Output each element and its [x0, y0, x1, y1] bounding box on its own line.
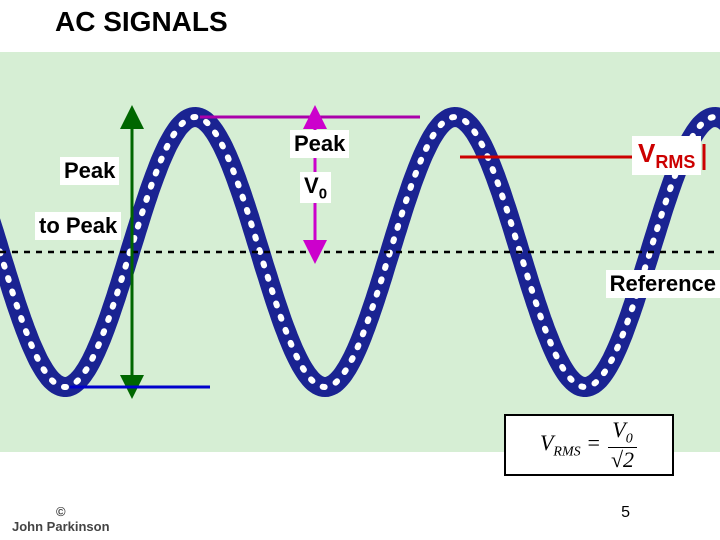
footer-author: © John Parkinson [12, 505, 110, 534]
page-number: 5 [621, 504, 630, 522]
label-peak-left: Peak [60, 157, 119, 185]
formula-vrms: VRMS = V0 √2 [504, 414, 674, 476]
label-v0: V0 [300, 172, 331, 203]
label-to-peak: to Peak [35, 212, 121, 240]
label-peak-top: Peak [290, 130, 349, 158]
wave-diagram: Peak Peak to Peak V0 VRMS Reference [0, 52, 720, 452]
slide-title: AC SIGNALS [55, 6, 228, 38]
slide-root: AC SIGNALS Peak Peak to Peak V0 VRMS Ref… [0, 0, 720, 540]
label-reference: Reference [606, 270, 720, 298]
wave-svg [0, 52, 720, 452]
label-vrms: VRMS [632, 136, 701, 175]
